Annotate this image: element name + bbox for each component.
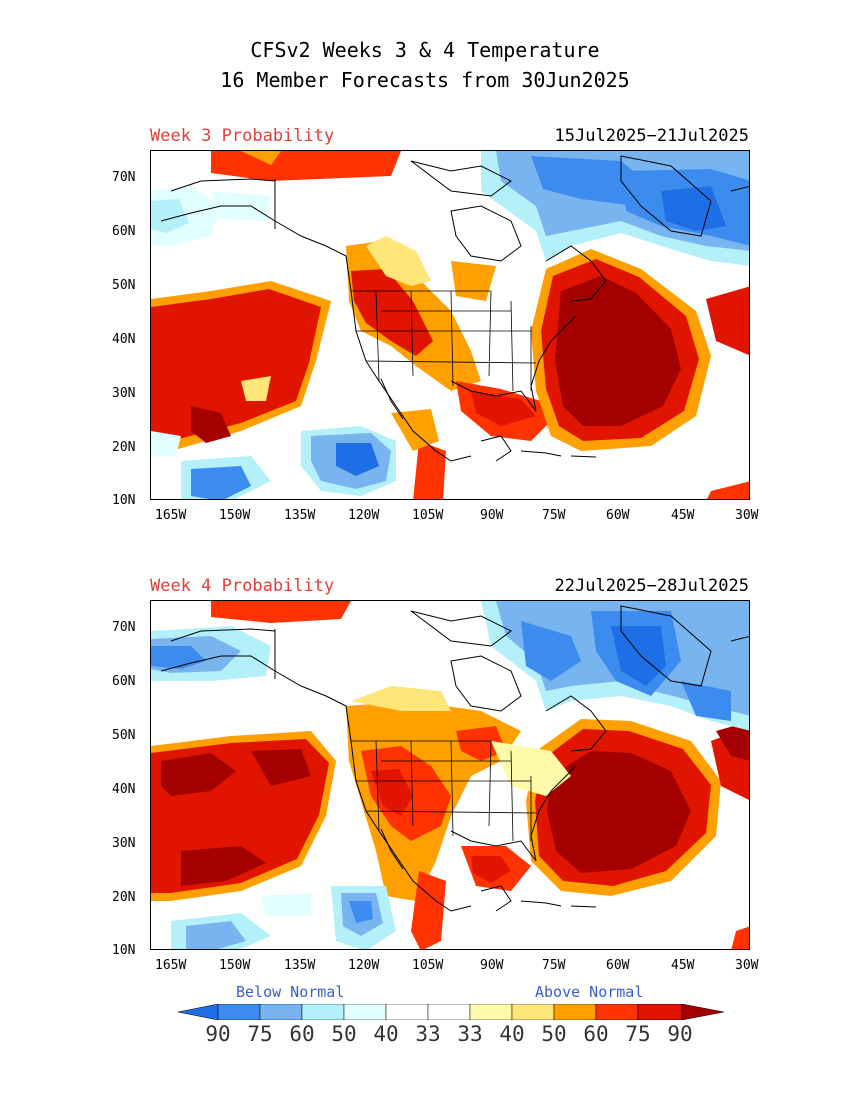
week4-lon-label: 90W bbox=[480, 958, 504, 973]
week4-lat-label: 50N bbox=[112, 728, 136, 743]
week3-map-canvas bbox=[151, 151, 749, 499]
legend-swatch bbox=[385, 1004, 429, 1020]
week4-lat-label: 30N bbox=[112, 836, 136, 851]
week4-lon-label: 165W bbox=[155, 958, 187, 973]
week4-state-borders bbox=[351, 740, 537, 842]
legend-swatch bbox=[469, 1004, 513, 1020]
week3-lat-label: 60N bbox=[112, 224, 136, 239]
legend-swatch bbox=[595, 1004, 639, 1020]
legend-swatch bbox=[217, 1004, 261, 1020]
legend-value: 40 bbox=[499, 1022, 525, 1046]
legend-value: 60 bbox=[289, 1022, 315, 1046]
week3-lon-label: 165W bbox=[155, 508, 187, 523]
week3-lon-label: 75W bbox=[542, 508, 566, 523]
below-normal-label: Below Normal bbox=[236, 983, 345, 1001]
week3-coastlines bbox=[160, 155, 749, 462]
week4-lon-label: 120W bbox=[348, 958, 380, 973]
legend-value: 50 bbox=[331, 1022, 357, 1046]
legend-value: 75 bbox=[247, 1022, 273, 1046]
week3-lon-label: 45W bbox=[671, 508, 695, 523]
week4-lon-label: 30W bbox=[735, 958, 759, 973]
legend-value: 33 bbox=[415, 1022, 441, 1046]
week4-lon-label: 135W bbox=[284, 958, 316, 973]
week4-lon-label: 60W bbox=[606, 958, 630, 973]
week4-lon-label: 45W bbox=[671, 958, 695, 973]
legend-swatch bbox=[343, 1004, 387, 1020]
week4-lat-label: 20N bbox=[112, 890, 136, 905]
week3-lon-label: 30W bbox=[735, 508, 759, 523]
week4-lat-label: 40N bbox=[112, 782, 136, 797]
legend-swatch bbox=[178, 1004, 219, 1020]
week3-lat-label: 30N bbox=[112, 386, 136, 401]
week4-lat-label: 60N bbox=[112, 674, 136, 689]
week4-coastlines bbox=[160, 605, 749, 912]
week3-lon-label: 60W bbox=[606, 508, 630, 523]
legend-value: 40 bbox=[373, 1022, 399, 1046]
week4-lon-label: 105W bbox=[412, 958, 444, 973]
week3-state-borders bbox=[351, 290, 537, 392]
legend-swatch bbox=[427, 1004, 471, 1020]
legend-swatch bbox=[681, 1004, 724, 1020]
week4-lat-label: 10N bbox=[112, 943, 136, 958]
week3-lat-label: 10N bbox=[112, 493, 136, 508]
legend-value: 50 bbox=[541, 1022, 567, 1046]
above-normal-label: Above Normal bbox=[535, 983, 644, 1001]
legend-swatch bbox=[511, 1004, 555, 1020]
figure-title-line-2: 16 Member Forecasts from 30Jun2025 bbox=[220, 68, 630, 92]
legend-value: 60 bbox=[583, 1022, 609, 1046]
week3-lon-label: 120W bbox=[348, 508, 380, 523]
week3-lat-label: 20N bbox=[112, 440, 136, 455]
week3-lon-label: 150W bbox=[219, 508, 251, 523]
week4-temperature-field bbox=[151, 601, 749, 949]
figure-title-line-1: CFSv2 Weeks 3 & 4 Temperature bbox=[250, 38, 600, 62]
week4-map-canvas bbox=[151, 601, 749, 949]
week4-probability-label: Week 4 Probability bbox=[150, 576, 335, 596]
week3-date-range: 15Jul2025−21Jul2025 bbox=[554, 126, 749, 146]
legend-swatch bbox=[553, 1004, 597, 1020]
week3-lon-label: 105W bbox=[412, 508, 444, 523]
legend-colorbar bbox=[178, 1004, 724, 1020]
legend-value: 33 bbox=[457, 1022, 483, 1046]
week3-probability-label: Week 3 Probability bbox=[150, 126, 335, 146]
legend-swatch bbox=[259, 1004, 303, 1020]
week3-lat-label: 40N bbox=[112, 332, 136, 347]
legend-value: 75 bbox=[625, 1022, 651, 1046]
week4-date-range: 22Jul2025−28Jul2025 bbox=[554, 576, 749, 596]
week3-temperature-field bbox=[151, 151, 749, 499]
week3-lon-label: 90W bbox=[480, 508, 504, 523]
week4-lat-label: 70N bbox=[112, 620, 136, 635]
legend-swatch bbox=[637, 1004, 683, 1020]
week4-lon-label: 75W bbox=[542, 958, 566, 973]
week4-lon-label: 150W bbox=[219, 958, 251, 973]
week3-lat-label: 50N bbox=[112, 278, 136, 293]
week4-map bbox=[150, 600, 750, 950]
week3-lon-label: 135W bbox=[284, 508, 316, 523]
legend-swatch bbox=[301, 1004, 345, 1020]
legend-value: 90 bbox=[205, 1022, 231, 1046]
week3-map bbox=[150, 150, 750, 500]
legend-value: 90 bbox=[667, 1022, 693, 1046]
week3-lat-label: 70N bbox=[112, 170, 136, 185]
